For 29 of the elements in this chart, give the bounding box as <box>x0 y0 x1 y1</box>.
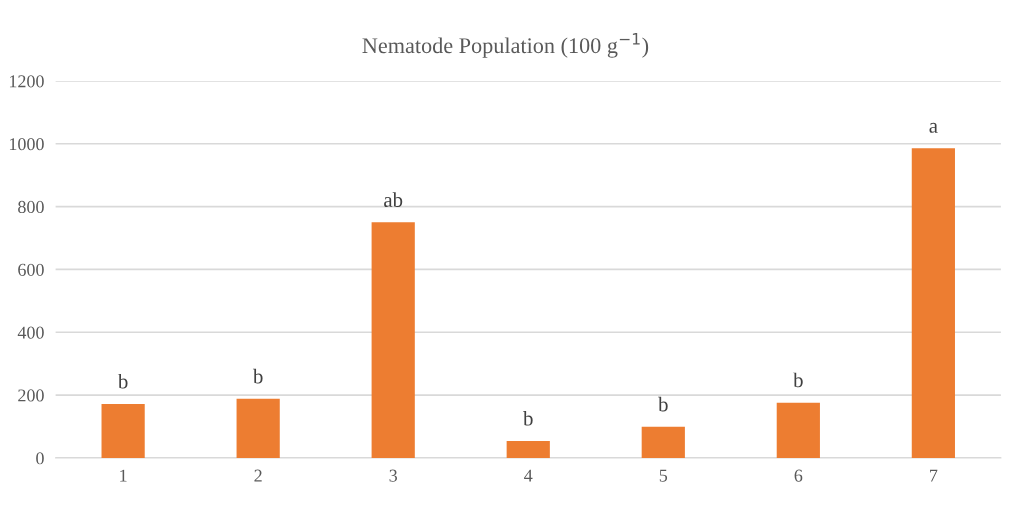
annotation: b <box>117 373 128 389</box>
annotation: b <box>523 410 533 426</box>
y-tick-label: 1000 <box>9 138 44 151</box>
bar <box>371 222 415 458</box>
y-tick-label: 0 <box>36 452 44 465</box>
annotation: b <box>793 372 803 388</box>
annotation: ab <box>384 192 403 207</box>
y-tick-label: 200 <box>18 389 44 402</box>
x-tick-label: 6 <box>794 469 803 482</box>
bar <box>641 426 685 458</box>
bar <box>776 402 820 458</box>
annotation: a <box>929 122 938 133</box>
annotation: b <box>252 368 263 384</box>
x-tick-label: 3 <box>389 469 398 482</box>
y-tick-label: 800 <box>18 200 44 214</box>
annotation: b <box>658 396 668 412</box>
x-tick-label: 7 <box>930 469 938 482</box>
y-tick-label: 400 <box>17 326 44 339</box>
bar <box>506 440 550 458</box>
y-tick-label: 600 <box>18 263 44 276</box>
x-tick-label: 5 <box>659 469 668 482</box>
x-tick-label: 1 <box>120 469 127 482</box>
x-tick-label: 4 <box>524 469 533 482</box>
bar <box>101 403 145 458</box>
x-tick-label: 2 <box>254 469 262 482</box>
chart-title: Nematode Population (100 g$^{−1}$) <box>362 33 649 58</box>
bar <box>236 398 280 458</box>
bar <box>911 148 955 458</box>
y-tick-label: 1200 <box>9 75 44 88</box>
